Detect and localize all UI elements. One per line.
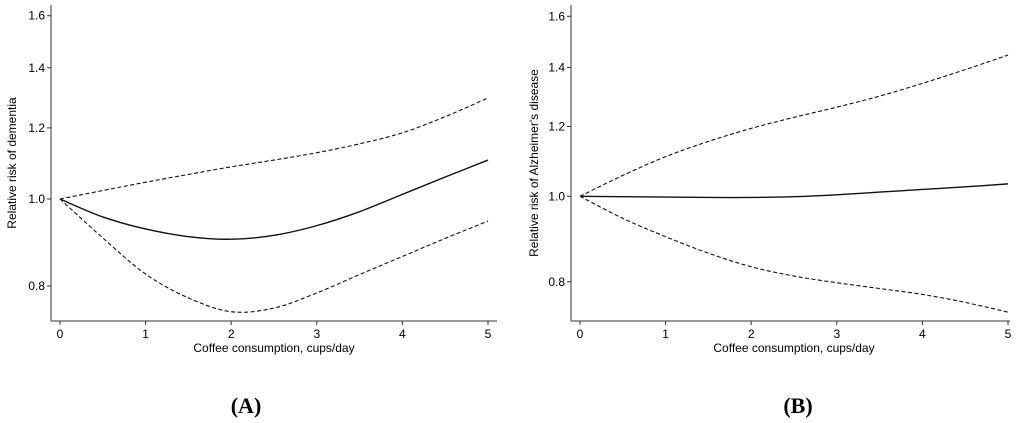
x-tick-label: 4 <box>919 327 926 341</box>
panel-label-b: (B) <box>783 393 813 418</box>
estimate-line <box>59 159 489 240</box>
chart-panel-a: 0 1 2 3 4 5 0.8 1.0 1.2 1.4 1.6 Coffee consumption,… <box>5 5 497 355</box>
x-tick-label: 5 <box>1005 327 1012 341</box>
x-axis-label: Coffee consumption, cups/day <box>713 341 874 355</box>
x-tick-label: 2 <box>228 327 235 341</box>
panel-label-a: (A) <box>230 393 262 418</box>
x-axis-label: Coffee consumption, cups/day <box>193 341 354 355</box>
y-tick-label: 1.4 <box>28 61 45 75</box>
x-tick-label: 2 <box>748 327 755 341</box>
x-tick-label: 5 <box>485 327 492 341</box>
chart-panel-b: 0 1 2 3 4 5 0.8 1.0 1.2 1.4 1.6 Coffee consumption,… <box>527 5 1012 355</box>
y-tick-label: 1.2 <box>28 121 45 135</box>
y-tick-label: 1.4 <box>548 60 565 74</box>
estimate-line <box>579 183 1009 199</box>
x-tick-label: 4 <box>399 327 406 341</box>
lower-ci-line <box>59 198 489 313</box>
x-tick-label: 1 <box>662 327 669 341</box>
x-tick-label: 3 <box>313 327 320 341</box>
x-tick-label: 0 <box>57 327 64 341</box>
y-tick-label: 1.2 <box>548 119 565 133</box>
y-tick-label: 0.8 <box>548 275 565 289</box>
y-axis-label: Relative risk of Alzheimer's disease <box>527 69 541 257</box>
y-tick-label: 1.6 <box>28 9 45 23</box>
y-tick-label: 1.0 <box>28 192 45 206</box>
lower-ci-line <box>579 195 1009 313</box>
y-tick-label: 1.0 <box>548 189 565 203</box>
x-tick-label: 0 <box>577 327 584 341</box>
y-tick-label: 1.6 <box>548 9 565 23</box>
x-tick-label: 1 <box>142 327 149 341</box>
upper-ci-line <box>579 54 1009 197</box>
y-tick-label: 0.8 <box>28 279 45 293</box>
x-tick-label: 3 <box>833 327 840 341</box>
upper-ci-line <box>59 97 489 200</box>
y-axis-label: Relative risk of dementia <box>5 97 19 229</box>
